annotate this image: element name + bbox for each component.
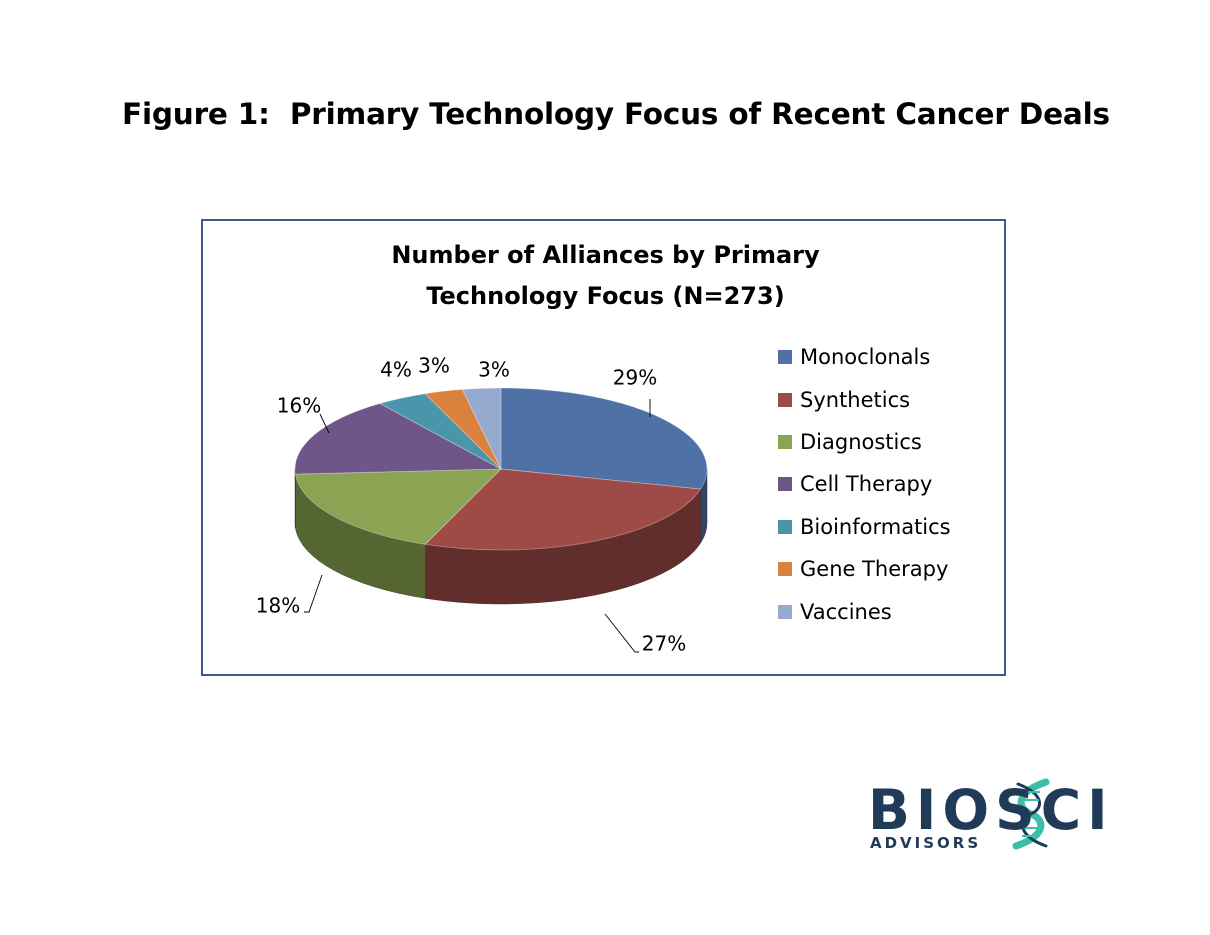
legend-label: Gene Therapy	[800, 557, 949, 582]
data-label-synthetics: 27%	[642, 632, 686, 656]
legend-label: Monoclonals	[800, 345, 931, 370]
legend-swatch	[778, 604, 792, 619]
legend-item-vaccines: Vaccines	[778, 590, 951, 632]
legend-label: Cell Therapy	[800, 472, 933, 497]
legend-item-cell-therapy: Cell Therapy	[778, 463, 951, 505]
legend-swatch	[778, 519, 792, 534]
logo-wordmark: BIOSCI	[868, 778, 1114, 842]
pie-chart: 29%27%18%16%4% 3% 3%	[256, 354, 708, 656]
data-label-gene-therapy: 3%	[418, 354, 450, 378]
data-label-cell-therapy: 16%	[277, 394, 321, 418]
pie-slice-diagnostics	[294, 468, 502, 545]
leader-line-cell-therapy	[319, 413, 330, 434]
chart-title-line-2: Technology Focus (N=273)	[426, 282, 785, 310]
chart-title-line-1: Number of Alliances by Primary	[391, 241, 820, 269]
leader-line-synthetics	[604, 613, 639, 653]
data-label-bioinformatics: 4%	[380, 358, 412, 382]
legend-label: Bioinformatics	[800, 514, 951, 539]
legend-swatch	[778, 434, 792, 449]
legend-item-gene-therapy: Gene Therapy	[778, 548, 951, 590]
chart-legend: Monoclonals Synthetics Diagnostics Cell …	[778, 336, 951, 633]
legend-item-diagnostics: Diagnostics	[778, 421, 951, 463]
legend-swatch	[778, 477, 792, 492]
legend-swatch	[778, 350, 792, 365]
pie-slice-synthetics	[424, 468, 702, 551]
dna-helix-icon	[1012, 778, 1050, 850]
pie-slice-vaccines	[461, 387, 502, 470]
legend-swatch	[778, 562, 792, 577]
leader-line-diagnostics	[304, 574, 323, 613]
biosci-logo: BIOSCI ADVISORS	[868, 778, 1118, 855]
legend-label: Vaccines	[800, 599, 892, 624]
legend-item-monoclonals: Monoclonals	[778, 336, 951, 378]
pie-slice-cell-therapy	[294, 403, 503, 475]
chart-title: Number of Alliances by Primary Technolog…	[203, 235, 1008, 317]
figure-title: Figure 1: Primary Technology Focus of Re…	[122, 97, 1110, 131]
legend-label: Synthetics	[800, 387, 911, 412]
logo-subtitle: ADVISORS	[870, 834, 982, 852]
data-label-monoclonals: 29%	[613, 366, 657, 390]
legend-item-bioinformatics: Bioinformatics	[778, 506, 951, 548]
pie-slice-bioinformatics	[378, 393, 502, 470]
pie-slice-gene-therapy	[424, 389, 502, 470]
legend-label: Diagnostics	[800, 429, 922, 454]
pie-slice-monoclonals	[500, 387, 708, 490]
chart-frame: Number of Alliances by Primary Technolog…	[201, 219, 1006, 676]
legend-swatch	[778, 392, 792, 407]
legend-item-synthetics: Synthetics	[778, 378, 951, 420]
data-label-vaccines: 3%	[478, 358, 510, 382]
data-label-diagnostics: 18%	[256, 594, 300, 618]
